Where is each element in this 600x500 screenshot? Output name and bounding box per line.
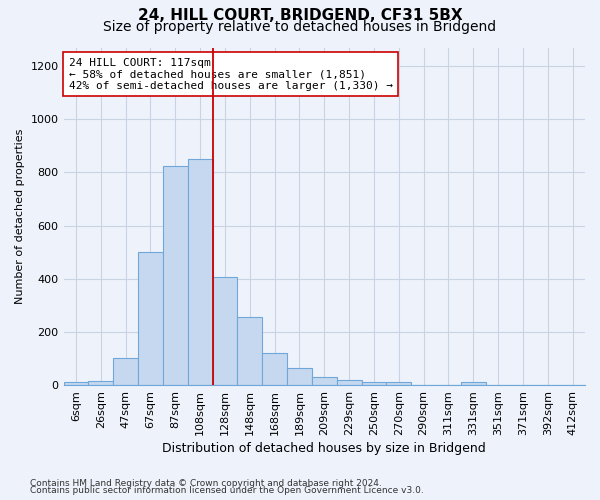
Bar bbox=[337, 380, 362, 385]
Bar bbox=[64, 382, 88, 385]
Bar bbox=[138, 252, 163, 385]
Bar bbox=[312, 377, 337, 385]
Text: 24, HILL COURT, BRIDGEND, CF31 5BX: 24, HILL COURT, BRIDGEND, CF31 5BX bbox=[137, 8, 463, 22]
Bar bbox=[262, 353, 287, 385]
X-axis label: Distribution of detached houses by size in Bridgend: Distribution of detached houses by size … bbox=[163, 442, 486, 455]
Bar bbox=[188, 159, 212, 385]
Bar bbox=[113, 358, 138, 385]
Bar bbox=[287, 368, 312, 385]
Text: Contains public sector information licensed under the Open Government Licence v3: Contains public sector information licen… bbox=[30, 486, 424, 495]
Text: Contains HM Land Registry data © Crown copyright and database right 2024.: Contains HM Land Registry data © Crown c… bbox=[30, 478, 382, 488]
Bar bbox=[362, 382, 386, 385]
Y-axis label: Number of detached properties: Number of detached properties bbox=[15, 128, 25, 304]
Bar bbox=[238, 318, 262, 385]
Text: Size of property relative to detached houses in Bridgend: Size of property relative to detached ho… bbox=[103, 20, 497, 34]
Bar bbox=[386, 382, 411, 385]
Text: 24 HILL COURT: 117sqm
← 58% of detached houses are smaller (1,851)
42% of semi-d: 24 HILL COURT: 117sqm ← 58% of detached … bbox=[69, 58, 393, 91]
Bar bbox=[212, 278, 238, 385]
Bar bbox=[461, 382, 485, 385]
Bar bbox=[163, 166, 188, 385]
Bar bbox=[88, 381, 113, 385]
